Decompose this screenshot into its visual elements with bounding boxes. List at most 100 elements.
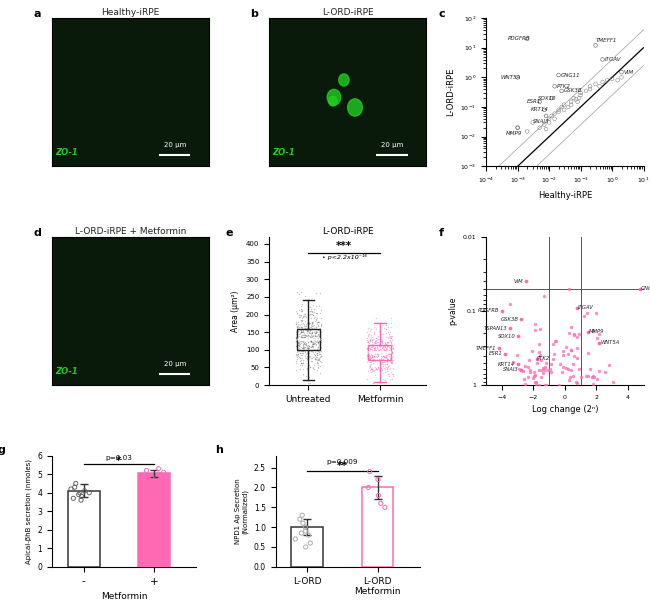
Point xyxy=(309,323,320,333)
Point xyxy=(311,319,322,329)
Point xyxy=(378,374,388,384)
Point xyxy=(387,347,397,357)
Point xyxy=(531,354,541,364)
Point xyxy=(306,335,316,344)
Point xyxy=(366,344,376,354)
Point xyxy=(298,346,309,355)
Point xyxy=(302,363,312,373)
Point xyxy=(382,338,392,347)
Point xyxy=(297,347,307,356)
Title: L-ORD-iRPE: L-ORD-iRPE xyxy=(322,227,374,236)
Point xyxy=(367,352,377,361)
Point xyxy=(315,352,326,361)
Point xyxy=(373,362,384,372)
Point xyxy=(302,343,313,352)
Point xyxy=(310,329,320,338)
Point xyxy=(530,377,541,387)
Point xyxy=(309,353,320,363)
Point xyxy=(298,358,308,367)
Point xyxy=(384,322,394,332)
Point xyxy=(306,320,317,329)
Point xyxy=(293,305,304,315)
Point xyxy=(297,330,307,339)
Point xyxy=(512,332,523,341)
Point xyxy=(293,320,304,329)
Point xyxy=(372,347,383,356)
Point xyxy=(301,325,311,335)
Point xyxy=(75,488,85,497)
Point xyxy=(386,344,396,354)
Point xyxy=(380,352,391,361)
Point xyxy=(376,357,387,367)
Point xyxy=(590,79,601,89)
Point xyxy=(582,308,592,318)
Point xyxy=(372,352,382,362)
Point xyxy=(300,346,310,356)
Point xyxy=(365,361,375,371)
Point xyxy=(306,306,317,316)
Point xyxy=(380,343,390,352)
Text: PTK2: PTK2 xyxy=(557,84,571,89)
Point xyxy=(312,346,322,355)
Point xyxy=(365,326,375,336)
Point xyxy=(519,374,529,384)
Point xyxy=(583,327,593,336)
Point xyxy=(363,350,374,359)
Point xyxy=(302,326,313,336)
Point xyxy=(493,344,504,353)
Point xyxy=(367,345,378,355)
Point xyxy=(362,341,372,350)
Point xyxy=(294,341,304,350)
Point xyxy=(304,328,314,338)
Point xyxy=(376,364,387,374)
Point xyxy=(541,124,551,134)
Point xyxy=(302,328,312,338)
Point xyxy=(520,361,530,371)
Point xyxy=(374,326,384,335)
Point xyxy=(313,326,323,335)
Point xyxy=(384,349,394,358)
Point xyxy=(377,343,387,353)
Point xyxy=(299,329,309,338)
Point xyxy=(504,299,515,309)
Point xyxy=(311,315,321,324)
Point xyxy=(377,346,387,355)
Point xyxy=(376,356,386,365)
Point xyxy=(306,324,316,334)
Point xyxy=(305,336,315,346)
Point xyxy=(376,336,387,346)
Point xyxy=(365,347,375,357)
Point xyxy=(302,317,313,327)
Point xyxy=(377,365,387,375)
Point xyxy=(382,365,393,374)
Point xyxy=(366,330,376,339)
Point xyxy=(307,334,318,344)
Point xyxy=(311,327,321,336)
Text: TMEFF1: TMEFF1 xyxy=(595,37,617,43)
Point xyxy=(311,344,322,354)
Point xyxy=(294,353,305,363)
Point xyxy=(383,347,393,357)
Point xyxy=(370,336,381,346)
Point xyxy=(315,334,326,344)
Point xyxy=(369,329,379,338)
Point xyxy=(515,315,526,324)
Point xyxy=(584,364,595,374)
Point xyxy=(295,355,306,365)
Point xyxy=(365,334,376,344)
Point xyxy=(534,97,545,107)
Point xyxy=(382,347,393,356)
Point xyxy=(300,342,311,352)
Point xyxy=(141,466,151,475)
Point xyxy=(306,346,316,355)
Point xyxy=(378,351,389,361)
Point xyxy=(294,336,305,346)
Point xyxy=(313,337,323,347)
Point xyxy=(296,334,306,344)
Point xyxy=(545,367,556,376)
Point xyxy=(310,336,320,346)
Point xyxy=(363,353,374,362)
Point xyxy=(292,327,302,336)
Point xyxy=(363,336,374,346)
Point xyxy=(315,333,326,343)
